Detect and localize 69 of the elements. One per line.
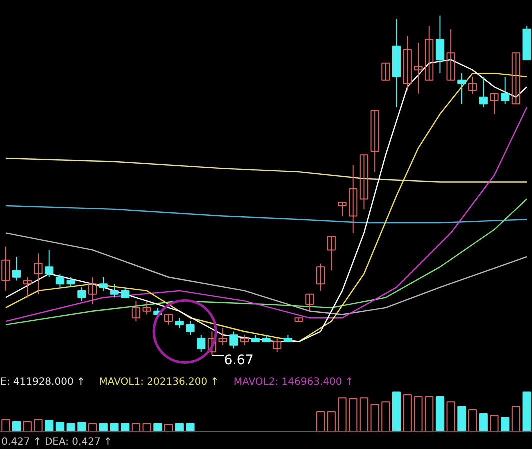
bar <box>34 419 43 432</box>
candlestick <box>23 276 32 298</box>
candlestick <box>186 321 195 336</box>
bar <box>446 402 456 432</box>
bar <box>501 417 510 432</box>
text: MAVOL2: 146963.400 ↑ <box>234 376 354 388</box>
candlestick <box>338 202 347 217</box>
candlestick <box>316 263 326 292</box>
candlestick <box>370 110 380 173</box>
bar <box>349 398 358 432</box>
candlestick <box>12 256 22 282</box>
bar <box>338 398 347 432</box>
bar <box>425 396 434 432</box>
candlestick <box>327 236 336 272</box>
bar <box>468 410 478 432</box>
bar <box>360 398 369 432</box>
candlestick <box>99 276 108 292</box>
bar <box>316 411 326 432</box>
candlestick <box>142 300 152 316</box>
candlestick <box>468 76 478 94</box>
candlestick <box>197 334 206 353</box>
candlestick <box>479 76 488 108</box>
text: MAVOL1: 202136.200 ↑ <box>99 376 220 388</box>
bar <box>522 392 532 432</box>
candlestick <box>458 73 466 105</box>
candlestick <box>175 318 184 329</box>
candlestick <box>414 42 423 94</box>
bar <box>327 411 336 432</box>
candlestick <box>218 328 228 346</box>
candlestick <box>45 250 54 278</box>
candlestick <box>306 294 314 312</box>
bar <box>370 404 380 432</box>
candlestick <box>360 154 369 210</box>
candlestick <box>66 276 76 288</box>
candlestick <box>425 25 434 81</box>
candlestick <box>34 253 43 295</box>
bar <box>392 392 402 432</box>
candlestick <box>512 52 521 105</box>
candlestick <box>2 246 10 292</box>
bar <box>458 406 466 432</box>
candlestick <box>88 276 98 306</box>
candlestick <box>78 287 86 302</box>
candlestick <box>436 15 445 74</box>
candlestick <box>446 28 456 81</box>
candlestick <box>403 36 412 92</box>
text: E: 411928.000 ↑ <box>0 376 86 388</box>
candlestick <box>121 287 130 298</box>
bar <box>414 396 423 432</box>
bar <box>512 406 521 432</box>
candlestick <box>501 76 510 105</box>
bar <box>45 420 54 432</box>
candlestick <box>110 284 119 298</box>
bar <box>436 396 445 432</box>
bar <box>490 415 499 432</box>
candlestick <box>208 331 217 356</box>
annotation: 6.67 <box>224 354 254 369</box>
candlestick <box>273 338 282 353</box>
candlestick <box>490 93 499 115</box>
bar <box>403 394 412 432</box>
candlestick <box>349 164 358 234</box>
text: 0.427 ↑ DEA: 0.427 ↑ <box>2 436 112 448</box>
candlestick <box>240 334 250 346</box>
candlestick <box>382 62 390 81</box>
bar <box>479 413 488 432</box>
candlestick <box>164 314 174 326</box>
candlestick <box>230 331 238 350</box>
candlestick <box>132 300 141 322</box>
candlestick <box>56 273 65 288</box>
bar <box>382 402 390 432</box>
